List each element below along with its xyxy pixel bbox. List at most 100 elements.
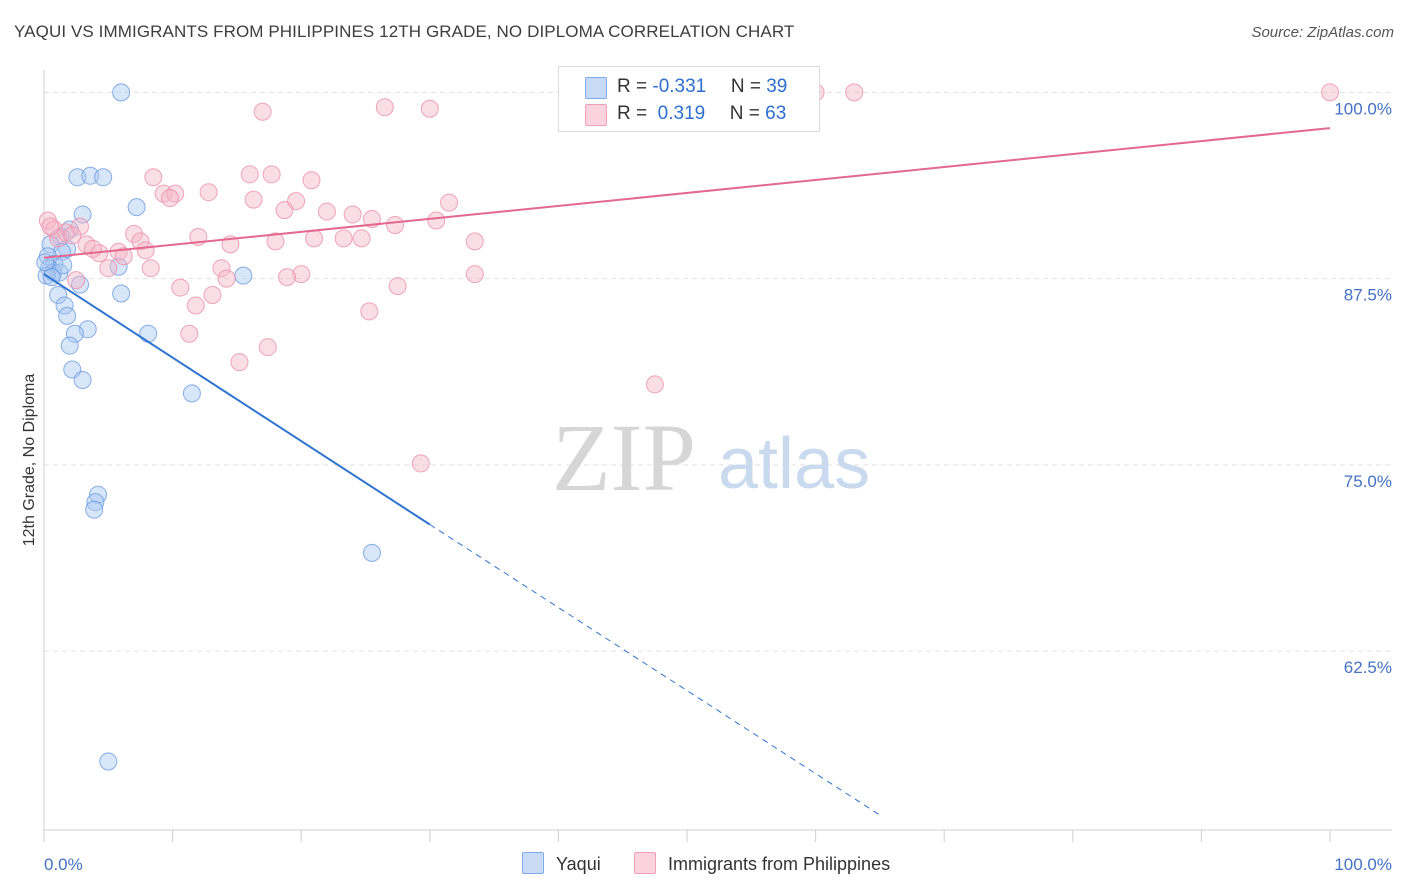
philippines-point xyxy=(63,226,82,245)
bottom-legend-label-philippines: Immigrants from Philippines xyxy=(668,854,891,874)
yaqui-point xyxy=(99,752,118,771)
philippines-point xyxy=(131,232,150,251)
philippines-point xyxy=(427,211,446,230)
philippines-point xyxy=(186,296,205,315)
philippines-point xyxy=(212,259,231,278)
y-tick-label: 75.0% xyxy=(1344,472,1392,491)
x-tick-label: 100.0% xyxy=(1334,855,1392,874)
bottom-legend-philippines: Immigrants from Philippines xyxy=(634,852,890,875)
philippines-point xyxy=(375,98,394,117)
philippines-point xyxy=(262,165,281,184)
legend-r-value: -0.331 xyxy=(652,76,707,97)
philippines-point xyxy=(180,324,199,343)
philippines-point xyxy=(67,271,86,290)
philippines-point xyxy=(334,229,353,248)
philippines-point xyxy=(275,201,294,220)
bottom-legend-label-yaqui: Yaqui xyxy=(556,854,601,874)
yaqui-point xyxy=(73,370,92,389)
philippines-point xyxy=(420,99,439,118)
philippines-point xyxy=(292,265,311,284)
philippines-point xyxy=(83,239,102,258)
philippines-point xyxy=(1321,83,1339,102)
philippines-point xyxy=(386,215,405,234)
yaqui-trend-line xyxy=(43,273,431,526)
philippines-point xyxy=(266,232,285,251)
philippines-point xyxy=(141,259,160,278)
y-tick-label: 100.0% xyxy=(1334,99,1392,118)
legend-r-value: 0.319 xyxy=(652,103,706,124)
trend-lines xyxy=(43,127,1331,816)
watermark: ZIP atlas xyxy=(552,404,870,511)
yaqui-point xyxy=(85,500,104,519)
data-points xyxy=(36,83,1339,771)
philippines-point xyxy=(217,269,236,288)
legend-r-label: R = xyxy=(617,76,653,97)
yaqui-point xyxy=(81,166,100,185)
legend-n-value: 63 xyxy=(765,103,787,124)
yaqui-point xyxy=(112,284,131,303)
philippines-point xyxy=(302,171,321,190)
legend-n-value: 39 xyxy=(766,76,788,97)
philippines-point xyxy=(465,265,484,284)
philippines-point xyxy=(253,102,272,121)
yaqui-point xyxy=(127,198,146,217)
philippines-point xyxy=(125,224,144,243)
bottom-legend-swatch-philippines xyxy=(634,852,656,874)
philippines-point xyxy=(411,454,430,473)
source-label: Source: ZipAtlas.com xyxy=(1251,24,1394,41)
watermark-zip: ZIP xyxy=(552,404,696,511)
yaqui-point xyxy=(49,286,68,305)
philippines-point xyxy=(258,338,277,357)
yaqui-point xyxy=(234,266,253,285)
yaqui-point xyxy=(86,493,105,512)
philippines-point xyxy=(317,202,336,221)
chart-title: YAQUI VS IMMIGRANTS FROM PHILIPPINES 12T… xyxy=(14,22,795,41)
tick-labels: 100.0% 87.5% 75.0% 62.5% 0.0% 100.0% xyxy=(44,99,1392,874)
bottom-legend-swatch-yaqui xyxy=(522,852,544,874)
correlation-legend: R = -0.331 N = 39 R = 0.319 N = 63 xyxy=(558,66,820,132)
yaqui-point xyxy=(139,324,158,343)
axes xyxy=(43,70,1392,842)
philippines-point xyxy=(203,286,222,305)
philippines-point xyxy=(144,168,163,187)
philippines-point xyxy=(388,277,407,296)
yaqui-point xyxy=(73,205,92,224)
philippines-point xyxy=(171,278,190,297)
yaqui-point xyxy=(94,168,113,187)
philippines-point xyxy=(114,247,133,266)
legend-n-label: N = xyxy=(729,103,766,124)
yaqui-point xyxy=(55,296,74,315)
philippines-point xyxy=(99,259,118,278)
philippines-point xyxy=(352,229,371,248)
philippines-point xyxy=(161,189,180,208)
philippines-point xyxy=(41,217,60,236)
yaqui-trend-extension xyxy=(429,524,881,816)
philippines-point xyxy=(240,165,259,184)
philippines-point xyxy=(305,229,324,248)
legend-swatch-philippines xyxy=(585,104,607,126)
legend-n-label: N = xyxy=(730,76,767,97)
watermark-atlas: atlas xyxy=(718,424,870,504)
bottom-legend-yaqui: Yaqui xyxy=(522,852,601,875)
legend-r-label: R = xyxy=(617,103,653,124)
philippines-point xyxy=(278,268,297,287)
x-tick-label: 0.0% xyxy=(44,855,83,874)
philippines-point xyxy=(244,190,263,209)
philippines-point xyxy=(845,83,864,102)
philippines-point xyxy=(440,193,459,212)
philippines-trend-line xyxy=(43,127,1331,259)
yaqui-point xyxy=(58,306,77,325)
philippines-point xyxy=(199,183,218,202)
yaqui-point xyxy=(54,256,73,275)
y-tick-label: 87.5% xyxy=(1344,286,1392,305)
philippines-point xyxy=(343,205,362,224)
philippines-point xyxy=(230,353,249,372)
philippines-point xyxy=(465,232,484,251)
yaqui-point xyxy=(89,485,108,504)
philippines-point xyxy=(362,210,381,229)
yaqui-point xyxy=(65,324,84,343)
yaqui-point xyxy=(112,83,131,102)
yaqui-point xyxy=(68,168,87,187)
philippines-point xyxy=(645,375,664,394)
